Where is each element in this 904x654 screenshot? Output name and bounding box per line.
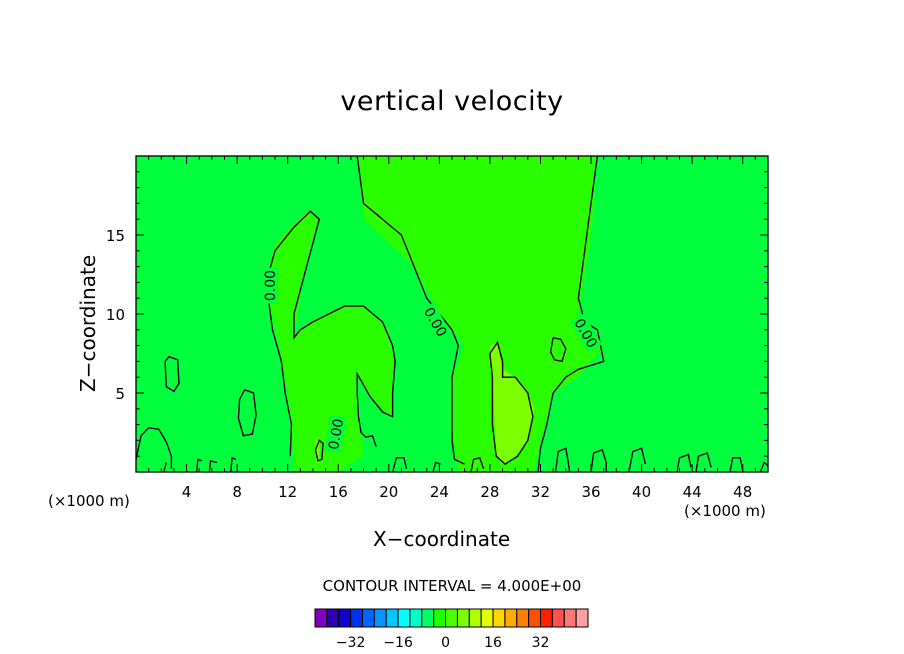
contour-line-5 — [164, 355, 180, 393]
contour-interval-label: CONTOUR INTERVAL = 4.000E+00 — [322, 577, 582, 595]
contour-line-16 — [729, 457, 744, 472]
colorbar-swatch — [338, 608, 352, 628]
colorbar-swatch — [373, 608, 387, 628]
contour-line-19 — [208, 460, 218, 472]
contour-line-4 — [489, 340, 534, 465]
contour-line-1 — [537, 156, 605, 472]
x-axis-units-left: (×1000 m) — [48, 492, 130, 510]
y-tick-label: 15 — [106, 227, 125, 245]
y-tick-label: 10 — [106, 306, 125, 324]
contour-line-7 — [549, 337, 567, 363]
contour-line-3 — [265, 282, 293, 457]
colorbar-swatch — [480, 608, 494, 628]
contour-line-21 — [230, 456, 237, 472]
x-tick-label: 4 — [182, 483, 192, 501]
contour-line-6 — [237, 388, 257, 437]
contour-line-14 — [676, 453, 692, 472]
contour-line-18 — [391, 457, 408, 472]
colorbar-swatch — [421, 608, 435, 628]
colorbar-swatch — [575, 608, 589, 628]
contour-line-17 — [759, 461, 768, 472]
colorbar-swatch — [468, 608, 482, 628]
contour-line-12 — [590, 448, 607, 472]
colorbar-tick-label: 32 — [532, 635, 550, 651]
contour-line-0 — [356, 156, 465, 465]
x-tick-label: 20 — [379, 483, 398, 501]
colorbar-swatch — [492, 608, 506, 628]
x-tick-label: 36 — [581, 483, 600, 501]
filled-region-1 — [266, 211, 396, 472]
x-tick-label: 32 — [531, 483, 550, 501]
contour-line-22 — [432, 461, 441, 472]
x-tick-label: 28 — [480, 483, 499, 501]
colorbar-swatch — [563, 608, 577, 628]
colorbar-tick-label: 16 — [484, 635, 502, 651]
x-axis-label: X−coordinate — [373, 527, 511, 551]
contour-line-2 — [265, 210, 396, 447]
contour-line-20 — [196, 458, 202, 472]
colorbar-tick-label: −16 — [383, 635, 413, 651]
filled-region-2 — [489, 342, 535, 465]
colorbar-swatch — [314, 608, 328, 628]
contour-label-bg — [419, 302, 452, 342]
colorbar-swatch — [528, 608, 542, 628]
contour-label-bg — [570, 313, 602, 353]
colorbar-swatch — [540, 608, 553, 628]
x-tick-label: 44 — [683, 483, 702, 501]
colorbar-swatch — [516, 608, 530, 628]
contour-label: 0.00 — [326, 418, 347, 451]
x-tick-label: 8 — [232, 483, 242, 501]
contour-line-23 — [163, 462, 167, 472]
contour-label-bg — [324, 414, 347, 454]
colorbar: −32 −16 0 16 32 — [314, 608, 589, 651]
contour-line-10 — [470, 456, 485, 472]
colorbar-swatch — [397, 608, 411, 628]
colorbar-swatch — [551, 608, 565, 628]
x-tick-label: 24 — [430, 483, 449, 501]
colorbar-swatch — [445, 608, 458, 628]
colorbar-tick-label: 0 — [441, 635, 450, 651]
contour-label: 0.00 — [263, 270, 279, 301]
x-tick-label: 12 — [278, 483, 297, 501]
x-tick-label: 48 — [733, 483, 752, 501]
x-tick-label: 16 — [329, 483, 348, 501]
chart-title: vertical velocity — [340, 86, 564, 117]
colorbar-swatch — [326, 608, 340, 628]
filled-region-0 — [357, 156, 604, 472]
x-tick-label: 40 — [632, 483, 651, 501]
colorbar-swatch — [361, 608, 375, 628]
contour-label-bg — [261, 267, 278, 304]
colorbar-swatch — [504, 608, 518, 628]
colorbar-tick-label: −32 — [336, 635, 366, 651]
colorbar-swatch — [409, 608, 423, 628]
y-tick-label: 5 — [115, 385, 125, 403]
contour-line-15 — [695, 452, 712, 472]
colorbar-swatch — [433, 608, 447, 628]
contour-line-8 — [314, 439, 324, 462]
colorbar-swatch — [350, 608, 363, 628]
colorbar-swatch — [385, 608, 399, 628]
contour-line-13 — [628, 447, 647, 472]
contour-line-11 — [554, 447, 571, 472]
contour-line-9 — [136, 427, 173, 469]
plot-area: 0.000.00 0.000.00 — [136, 156, 768, 472]
x-axis-units-right: (×1000 m) — [684, 502, 766, 520]
colorbar-swatch — [456, 608, 470, 628]
